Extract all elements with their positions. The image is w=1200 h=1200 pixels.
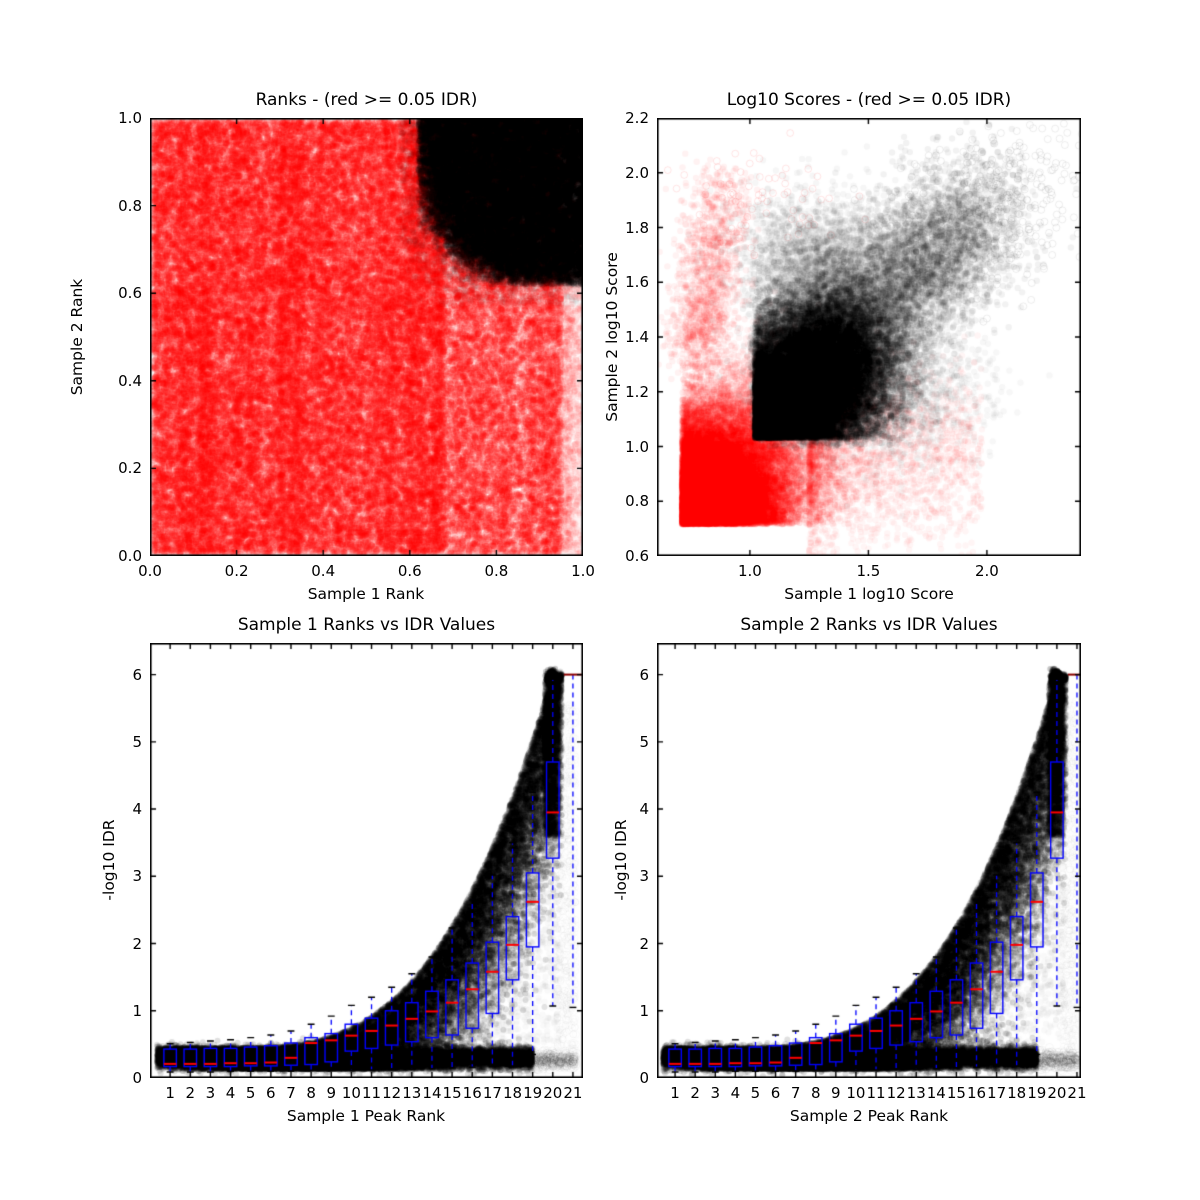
x-tick-label: 1.0 [571,562,595,580]
y-tick-label: 5 [132,732,142,751]
sample1-idr-y-axis-label: -log10 IDR [100,819,118,901]
x-tick-label: 6 [266,1084,276,1102]
y-tick-label: 6 [639,665,649,684]
x-tick-label: 9 [831,1084,841,1102]
x-tick-label: 9 [326,1084,337,1102]
x-tick-label: 13 [402,1084,422,1102]
sample2-idr-x-axis-label: Sample 2 Peak Rank [789,1107,949,1125]
y-tick-label: 2 [639,934,649,953]
y-tick-label: 0 [132,1069,142,1087]
sample2-idr-y-axis-label: -log10 IDR [612,819,630,901]
sample1-idr-boxplot [150,643,583,1078]
y-tick-label: 0.2 [118,459,142,478]
x-tick-label: 11 [361,1084,382,1102]
y-tick-label: 6 [132,665,142,684]
x-tick-label: 17 [482,1084,502,1102]
sample1-idr-plot-title: Sample 1 Ranks vs IDR Values [237,615,496,635]
x-tick-label: 15 [946,1084,966,1102]
x-tick-label: 10 [846,1084,866,1102]
y-tick-label: 0.6 [118,284,142,303]
x-tick-label: 16 [966,1084,987,1102]
y-tick-label: 1.0 [625,437,649,456]
x-tick-label: 12 [886,1084,906,1102]
x-tick-label: 1 [165,1084,175,1102]
y-tick-label: 1.6 [625,273,649,292]
x-tick-label: 21 [563,1084,583,1102]
x-tick-label: 1.0 [737,562,762,580]
x-tick-label: 19 [1027,1084,1047,1102]
ranks-scatter-plot [150,118,583,556]
y-tick-label: 5 [639,732,649,751]
x-tick-label: 2 [690,1084,700,1102]
x-tick-label: 3 [710,1084,721,1102]
x-tick-label: 18 [502,1084,523,1102]
scores-plot-title: Log10 Scores - (red >= 0.05 IDR) [726,90,1012,110]
x-tick-label: 5 [245,1084,256,1102]
x-tick-label: 19 [523,1084,543,1102]
y-tick-label: 3 [132,867,142,886]
y-tick-label: 0.6 [625,547,649,565]
y-tick-label: 2.2 [625,109,649,127]
x-tick-label: 20 [543,1084,563,1102]
x-tick-label: 1 [670,1084,680,1102]
y-tick-label: 4 [639,800,649,819]
y-tick-label: 1.0 [118,109,142,127]
y-tick-label: 0.8 [625,492,649,511]
x-tick-label: 0.2 [224,562,249,580]
y-tick-label: 1.4 [625,328,649,346]
x-tick-label: 15 [442,1084,462,1102]
ranks-x-axis-label: Sample 1 Rank [307,585,425,603]
x-tick-label: 7 [286,1084,296,1102]
x-tick-label: 0.6 [397,562,422,580]
x-tick-label: 5 [750,1084,761,1102]
x-tick-label: 20 [1047,1084,1067,1102]
ranks-plot-title: Ranks - (red >= 0.05 IDR) [255,90,478,110]
x-tick-label: 1.5 [856,562,881,580]
x-tick-label: 11 [866,1084,886,1102]
x-tick-label: 4 [225,1084,236,1102]
y-tick-label: 0.8 [118,196,142,215]
scores-y-axis-label: Sample 2 log10 Score [603,252,621,422]
x-tick-label: 10 [341,1084,361,1102]
y-tick-label: 3 [639,867,649,886]
x-tick-label: 0.8 [484,562,509,580]
x-tick-label: 14 [422,1084,442,1102]
x-tick-label: 16 [462,1084,482,1102]
y-tick-label: 1.2 [625,382,649,401]
x-tick-label: 14 [926,1084,946,1102]
x-tick-label: 7 [790,1084,801,1102]
y-tick-label: 1 [639,1001,649,1020]
x-tick-label: 6 [770,1084,781,1102]
y-tick-label: 2.0 [625,163,649,182]
x-tick-label: 2.0 [974,562,999,580]
y-tick-label: 0.4 [118,371,142,390]
x-tick-label: 0.4 [311,562,336,580]
y-tick-label: 2 [132,934,142,953]
y-tick-label: 4 [132,800,142,819]
x-tick-label: 8 [306,1084,316,1102]
x-tick-label: 8 [810,1084,821,1102]
y-tick-label: 0 [639,1069,649,1087]
ranks-y-axis-label: Sample 2 Rank [68,278,86,396]
y-tick-label: 0.0 [118,547,142,565]
x-tick-label: 17 [987,1084,1007,1102]
y-tick-label: 1 [132,1001,142,1020]
sample1-idr-x-axis-label: Sample 1 Peak Rank [286,1107,446,1125]
y-tick-label: 1.8 [625,218,649,237]
x-tick-label: 0.0 [138,562,162,580]
x-tick-label: 12 [382,1084,402,1102]
x-tick-label: 4 [730,1084,741,1102]
sample2-idr-plot-title: Sample 2 Ranks vs IDR Values [740,615,998,635]
x-tick-label: 21 [1067,1084,1087,1102]
sample2-idr-boxplot [657,643,1081,1078]
scores-scatter-plot [657,118,1081,556]
x-tick-label: 3 [205,1084,216,1102]
x-tick-label: 2 [185,1084,196,1102]
x-tick-label: 13 [906,1084,926,1102]
x-tick-label: 18 [1007,1084,1027,1102]
scores-x-axis-label: Sample 1 log10 Score [784,585,954,603]
